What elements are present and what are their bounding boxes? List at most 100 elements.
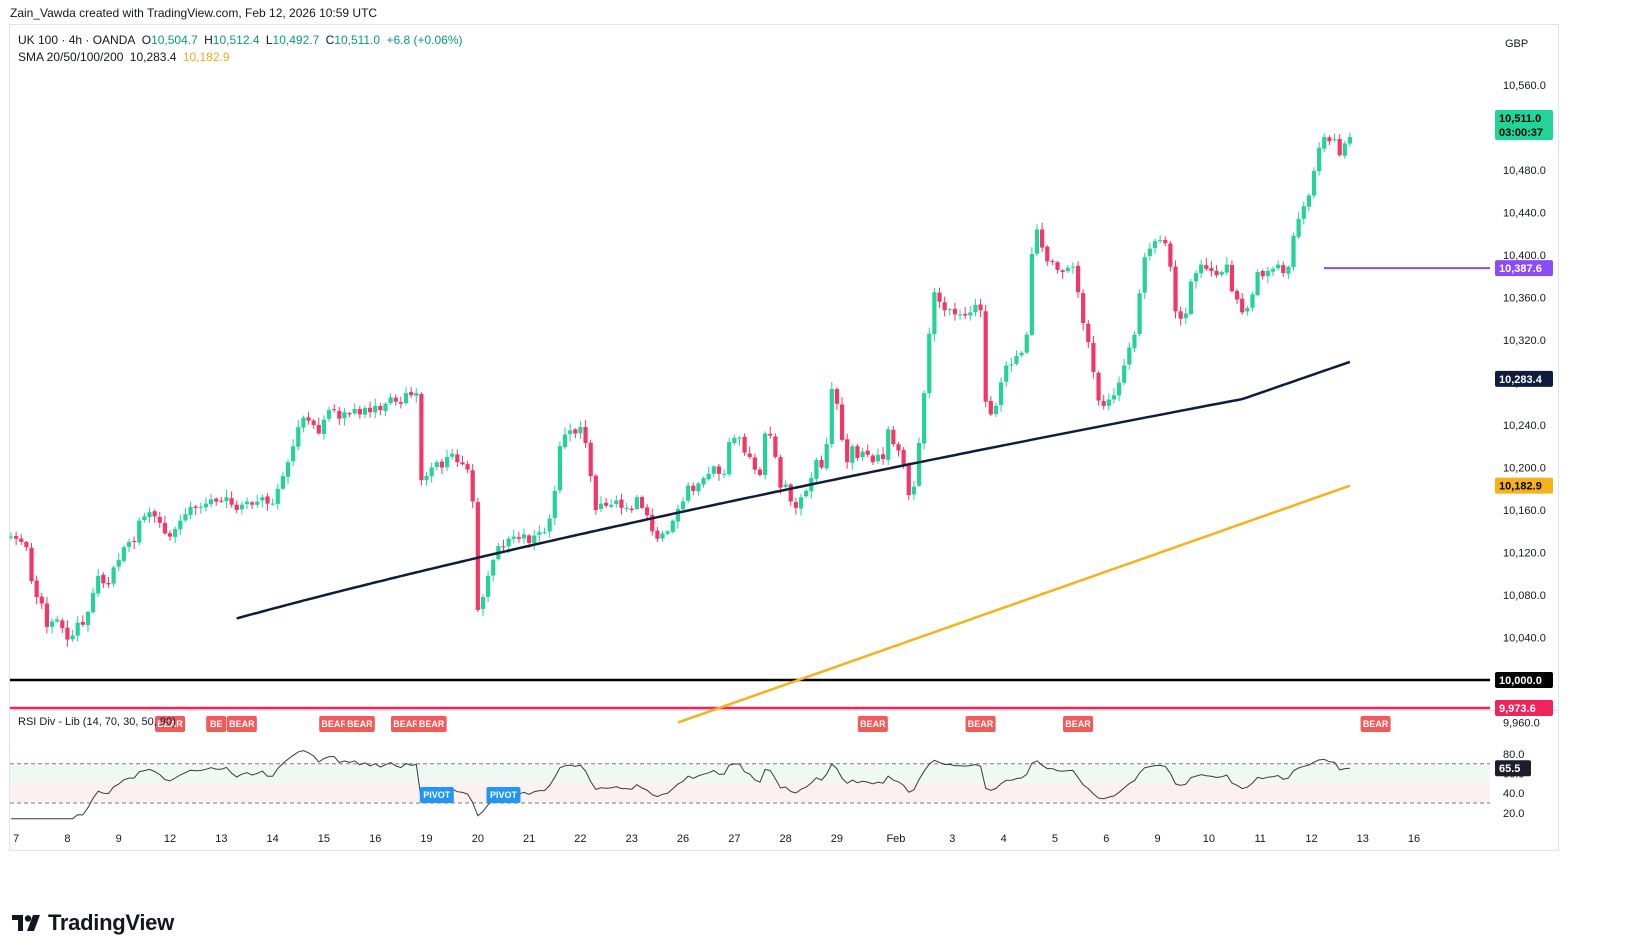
candle-body — [296, 427, 301, 447]
candle-body — [839, 404, 845, 440]
candle-body — [255, 501, 260, 505]
candle-body — [732, 437, 737, 443]
candle-body — [788, 484, 793, 502]
candle-body — [250, 502, 255, 505]
candle-body — [583, 427, 588, 444]
signal-text: BEAR — [393, 719, 419, 729]
candle-body — [875, 454, 881, 462]
price-tick-label: 10,120.0 — [1503, 548, 1546, 560]
candle-body — [696, 483, 701, 492]
bear-signal: BEAR — [226, 716, 257, 732]
signal-text: BEAR — [968, 719, 994, 729]
signal-bg — [226, 716, 257, 732]
candle-body — [793, 502, 798, 508]
candle-body — [757, 469, 763, 475]
candle-body — [414, 393, 419, 396]
candle-body — [126, 541, 132, 547]
candle-body — [701, 478, 706, 485]
signal-text: BEAR — [1363, 719, 1389, 729]
candle-body — [1014, 355, 1019, 364]
signal-bg — [965, 716, 996, 732]
signal-text: PIVOT — [423, 790, 451, 800]
candle-body — [1004, 365, 1009, 382]
candle-body — [824, 444, 829, 469]
candle-body — [614, 500, 619, 505]
price-tick-label: 10,360.0 — [1503, 293, 1546, 305]
time-tick-label: 29 — [831, 833, 843, 845]
candle-body — [742, 436, 747, 453]
candle-body — [891, 429, 896, 445]
candle-body — [603, 502, 609, 506]
time-axis[interactable]: 7 8 9 12 13 14 15 16 19 20 21 22 23 26 27 28 29 Feb 3 4 5 6 9 1… — [13, 833, 1420, 845]
candle-body — [1137, 293, 1142, 335]
candle-body — [675, 508, 680, 522]
time-tick-label: 5 — [1052, 833, 1058, 845]
candle-body — [285, 462, 291, 477]
candle-body — [1029, 253, 1034, 335]
candle-body — [1034, 229, 1040, 254]
candle-body — [39, 596, 44, 604]
last-price-tag-bg — [1495, 110, 1553, 126]
candle-body — [1060, 270, 1065, 272]
brand-name: TradingView — [48, 910, 174, 935]
bear-signal: BEAR — [319, 716, 350, 732]
signal-bg — [391, 716, 422, 732]
candle-body — [968, 312, 973, 316]
candle-body — [1065, 267, 1070, 272]
candle-body — [19, 538, 24, 542]
candle-body — [665, 531, 670, 534]
time-tick-label: 3 — [949, 833, 955, 845]
candle-body — [901, 449, 906, 465]
time-tick-label: 9 — [1154, 833, 1160, 845]
candle-body — [1276, 264, 1281, 269]
candle-body — [773, 436, 778, 457]
time-tick-label: 12 — [164, 833, 176, 845]
candle-body — [783, 484, 788, 487]
bear-signal: BEAR — [391, 716, 422, 732]
ohlc-legend[interactable]: UK 100 · 4h · OANDA O10,504.7 H10,512.4 … — [18, 33, 466, 47]
candle-body — [60, 620, 65, 628]
candle-body — [906, 465, 911, 496]
signal-bg — [1063, 716, 1094, 732]
candle-body — [275, 488, 280, 504]
candle-body — [362, 408, 368, 415]
candle-body — [96, 575, 101, 594]
close-label: C — [325, 33, 335, 47]
tradingview-logo[interactable]: TradingView — [12, 910, 174, 936]
bear-signal: BE — [206, 716, 227, 732]
rsi-tick-label: 40.0 — [1503, 788, 1524, 800]
sma-200-line[interactable] — [677, 484, 1351, 724]
candle-body — [316, 424, 321, 434]
candle-body — [819, 460, 824, 468]
candle-body — [752, 457, 757, 470]
candle-body — [721, 473, 727, 475]
sma-100-tag: 10,283.4 — [1495, 370, 1553, 387]
candle-body — [1209, 268, 1214, 271]
candle-body — [1193, 273, 1199, 282]
rsi-line[interactable] — [11, 749, 1350, 820]
candle-body — [542, 532, 547, 534]
candle-body — [80, 621, 85, 625]
candle-body — [588, 442, 593, 476]
signal-bg — [1360, 716, 1391, 732]
rsi-tick-label: 80.0 — [1503, 749, 1524, 761]
candle-body — [527, 535, 532, 543]
candle-body — [167, 533, 173, 537]
candle-body — [1337, 139, 1342, 156]
sma-legend[interactable]: SMA 20/50/100/200 10,283.4 10,182.9 — [18, 50, 233, 64]
candle-body — [716, 466, 722, 474]
level-10000-tag: 10,000.0 — [1495, 672, 1553, 688]
candle-body — [1086, 323, 1091, 343]
bear-signal: BEAR — [344, 716, 375, 732]
candle-body — [480, 597, 486, 609]
candle-body — [301, 417, 306, 428]
level-10000-tag-text: 10,000.0 — [1499, 675, 1542, 687]
candle-body — [978, 304, 983, 311]
candle-body — [485, 575, 491, 597]
candle-body — [998, 382, 1004, 405]
change-value: +6.8 (+0.06%) — [386, 33, 463, 47]
time-tick-label: 15 — [318, 833, 330, 845]
sma-100-line[interactable] — [236, 360, 1351, 620]
time-tick-label: 12 — [1305, 833, 1317, 845]
